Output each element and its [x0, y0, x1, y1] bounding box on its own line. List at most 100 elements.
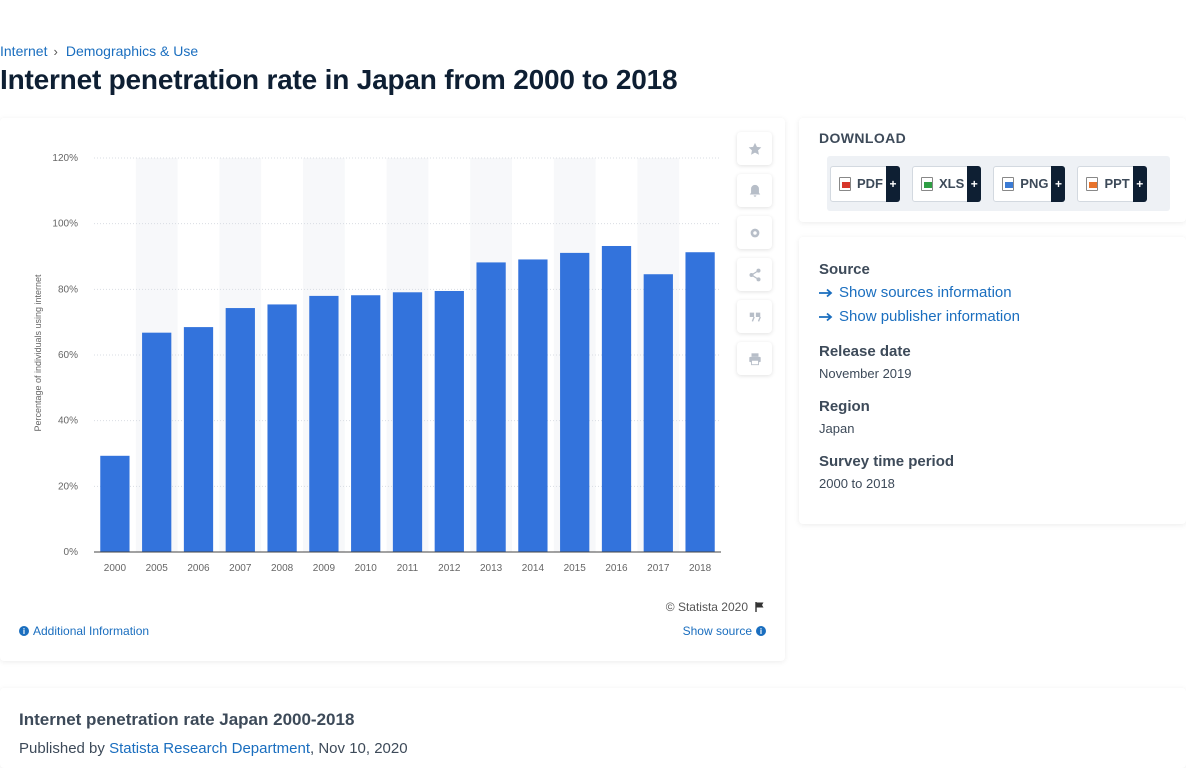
- y-axis-label: Percentage of individuals using internet: [33, 274, 43, 432]
- additional-information-link[interactable]: i Additional Information: [19, 624, 149, 638]
- bar: [560, 252, 590, 552]
- pdf-file-icon: [839, 176, 851, 191]
- page-title: Internet penetration rate in Japan from …: [0, 64, 678, 95]
- show-publisher-label: Show publisher information: [839, 308, 1020, 325]
- bar: [267, 304, 297, 552]
- arrow-right-icon: [819, 288, 833, 297]
- region-value: Japan: [819, 421, 855, 436]
- flag-icon[interactable]: [754, 601, 766, 613]
- breadcrumb-separator: ›: [53, 43, 58, 59]
- bar: [434, 290, 464, 552]
- info-icon: i: [19, 626, 29, 636]
- x-tick-label: 2013: [480, 563, 503, 574]
- chart-tools: [737, 132, 773, 384]
- x-tick-label: 2006: [187, 563, 210, 574]
- show-source-link[interactable]: Show source i: [683, 624, 766, 638]
- star-icon[interactable]: [737, 132, 772, 165]
- meta-card: Source Show sources information Show pub…: [799, 237, 1186, 524]
- show-sources-link[interactable]: Show sources information: [819, 284, 1012, 301]
- bar-chart: 0% 20% 40% 60% 80% 100% 120% 2000 2005 2006 2007 20…: [33, 153, 721, 574]
- x-tick-label: 2011: [397, 563, 419, 574]
- y-tick-label: 60%: [58, 350, 78, 361]
- x-tick-label: 2012: [438, 563, 461, 574]
- download-xls-button[interactable]: XLS +: [912, 165, 982, 202]
- y-tick-label: 20%: [58, 481, 78, 492]
- bar: [643, 274, 673, 552]
- breadcrumb-demographics[interactable]: Demographics & Use: [65, 43, 199, 59]
- y-tick-label: 120%: [52, 153, 78, 164]
- download-png-button[interactable]: PNG +: [993, 165, 1066, 202]
- published-by: Published by Statista Research Departmen…: [19, 740, 408, 757]
- additional-information-label: Additional Information: [33, 624, 150, 638]
- download-buttons: PDF + XLS + PNG + PPT +: [827, 156, 1170, 211]
- release-date-value: November 2019: [819, 366, 912, 381]
- share-icon[interactable]: [737, 258, 772, 291]
- info-icon: i: [756, 626, 766, 636]
- png-file-icon: [1002, 176, 1015, 191]
- arrow-right-icon: [819, 312, 833, 321]
- x-tick-label: 2014: [522, 563, 545, 574]
- plus-icon: +: [1132, 165, 1147, 202]
- download-ppt-label: PPT: [1104, 176, 1130, 191]
- download-card: DOWNLOAD PDF + XLS + PNG + PPT +: [799, 118, 1186, 222]
- plus-icon: +: [886, 165, 900, 202]
- publication-card: Internet penetration rate Japan 2000-201…: [0, 688, 1186, 768]
- bar: [476, 262, 506, 552]
- bar: [518, 259, 548, 552]
- source-label: Source: [819, 261, 870, 278]
- credit-text: © Statista 2020: [665, 600, 748, 614]
- bar: [100, 455, 130, 552]
- quote-icon[interactable]: [737, 300, 772, 333]
- x-tick-label: 2007: [229, 563, 252, 574]
- published-date: , Nov 10, 2020: [310, 740, 408, 757]
- y-tick-label: 100%: [52, 219, 78, 230]
- bar: [601, 245, 632, 552]
- download-title: DOWNLOAD: [819, 130, 907, 146]
- download-pdf-button[interactable]: PDF +: [830, 165, 900, 202]
- breadcrumb: Internet › Demographics & Use: [0, 43, 198, 59]
- y-tick-label: 0%: [64, 547, 79, 558]
- survey-period-value: 2000 to 2018: [819, 476, 895, 491]
- bar: [309, 295, 339, 552]
- x-tick-label: 2000: [104, 563, 127, 574]
- bell-icon[interactable]: [737, 174, 772, 207]
- show-publisher-link[interactable]: Show publisher information: [819, 308, 1020, 325]
- download-ppt-button[interactable]: PPT +: [1077, 165, 1147, 202]
- breadcrumb-internet[interactable]: Internet: [0, 43, 48, 59]
- release-date-label: Release date: [819, 343, 911, 360]
- x-tick-label: 2008: [271, 563, 294, 574]
- xls-file-icon: [921, 176, 933, 191]
- gear-icon[interactable]: [737, 216, 772, 249]
- x-tick-label: 2018: [689, 563, 712, 574]
- bar: [392, 292, 423, 552]
- publisher-link[interactable]: Statista Research Department: [109, 740, 311, 757]
- publication-title: Internet penetration rate Japan 2000-201…: [19, 710, 355, 729]
- published-prefix: Published by: [19, 740, 105, 757]
- ppt-file-icon: [1086, 176, 1099, 191]
- bar: [142, 332, 172, 552]
- plus-icon: +: [1051, 165, 1066, 202]
- y-tick-label: 80%: [58, 284, 78, 295]
- x-tick-label: 2017: [647, 563, 670, 574]
- print-icon[interactable]: [737, 342, 772, 375]
- x-tick-label: 2010: [355, 563, 378, 574]
- x-tick-label: 2015: [564, 563, 587, 574]
- show-sources-label: Show sources information: [839, 284, 1012, 301]
- show-source-label: Show source: [682, 624, 752, 638]
- survey-period-label: Survey time period: [819, 453, 955, 470]
- bar: [183, 327, 214, 552]
- statista-credit: © Statista 2020: [666, 600, 766, 614]
- x-tick-label: 2009: [313, 563, 336, 574]
- x-tick-label: 2016: [605, 563, 628, 574]
- chart-card: 0% 20% 40% 60% 80% 100% 120% 2000 2005 2006 2007 20…: [0, 118, 785, 661]
- region-label: Region: [819, 398, 870, 415]
- download-pdf-label: PDF: [857, 176, 883, 191]
- download-png-label: PNG: [1020, 176, 1049, 191]
- bar: [685, 252, 715, 552]
- x-tick-label: 2005: [146, 563, 169, 574]
- bar: [225, 308, 255, 552]
- download-xls-label: XLS: [939, 176, 965, 191]
- y-tick-label: 40%: [58, 416, 78, 427]
- bar: [351, 295, 381, 552]
- plus-icon: +: [967, 165, 982, 202]
